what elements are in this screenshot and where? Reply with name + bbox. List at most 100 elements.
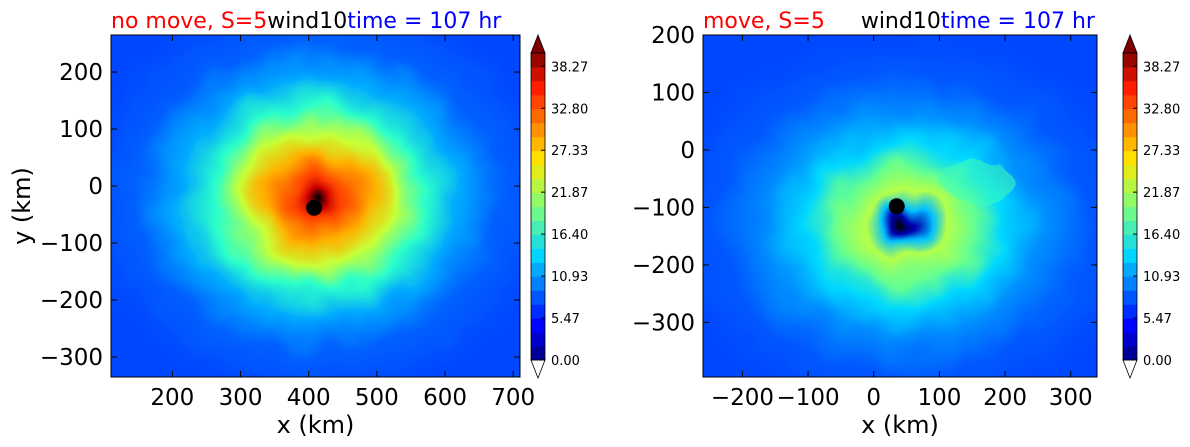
colorbar-segment [1123, 150, 1137, 166]
colorbar-segment [531, 290, 545, 305]
colorbar-segment [531, 220, 545, 235]
title-part: move, S=5 [703, 9, 825, 34]
y-tick-label: −100 [632, 195, 695, 221]
y-axis-label: y (km) [8, 167, 36, 245]
plot-frame [702, 34, 1098, 378]
colorbar-segment [1123, 66, 1137, 82]
colorbar-segment [531, 346, 545, 361]
colorbar-tick-label: 0.00 [1143, 354, 1172, 369]
x-tick-label: 500 [355, 385, 399, 411]
colorbar-segment [1123, 136, 1137, 152]
colorbar-segment [531, 332, 545, 347]
y-tick-label: −300 [40, 345, 103, 371]
wind-contours [111, 35, 520, 377]
colorbar-extend-max [530, 33, 546, 54]
title-part: wind10 [267, 9, 347, 34]
colorbar-segment [531, 80, 545, 96]
colorbar-segment [1123, 304, 1137, 319]
colorbar-tick-label: 10.93 [1143, 270, 1180, 285]
colorbar-segment [531, 150, 545, 166]
colorbar-tick-label: 16.40 [551, 228, 588, 243]
colorbar-segment [531, 234, 545, 249]
x-axis-label: x (km) [277, 411, 355, 439]
x-tick-label: 0 [866, 385, 881, 411]
colorbar-segment [531, 108, 545, 124]
chart-title: no move, S=5wind10time = 107 hr [111, 9, 502, 34]
colorbar-segment [1123, 234, 1137, 249]
colorbar-tick-label: 21.87 [1143, 186, 1180, 201]
colorbar-segment [531, 262, 545, 277]
y-tick-label: 200 [59, 60, 103, 86]
colorbar-extend-min [1122, 359, 1138, 380]
colorbar-frame [530, 52, 546, 361]
colorbar-segment [1123, 80, 1137, 96]
colorbar-segment [531, 178, 545, 194]
storm-center-marker [888, 198, 905, 215]
title-part: time = 107 hr [347, 9, 502, 34]
colorbar-segment [1123, 206, 1137, 221]
plot-frame [110, 34, 521, 378]
x-tick-label: 600 [423, 385, 467, 411]
colorbar-tick-label: 21.87 [551, 186, 588, 201]
colorbar-tick-label: 38.27 [1143, 60, 1180, 75]
colorbar-segment [1123, 178, 1137, 194]
colorbar-tick-label: 27.33 [1143, 144, 1180, 159]
y-tick-label: 100 [651, 80, 695, 106]
title-part: wind10 [861, 9, 941, 34]
wind-contour-patch [941, 159, 1022, 204]
colorbar: 38.27 32.80 27.33 21.87 16.40 10.93 5.47 0.00 [1122, 33, 1180, 380]
x-tick-label: 100 [917, 385, 961, 411]
x-tick-label: 300 [1049, 385, 1093, 411]
y-tick-label: 0 [88, 174, 103, 200]
x-axis-label: x (km) [861, 411, 939, 439]
colorbar-segment [531, 318, 545, 333]
colorbar-segment [1123, 164, 1137, 180]
colorbar-tick-label: 27.33 [551, 144, 588, 159]
colorbar-tick-label: 38.27 [551, 60, 588, 75]
colorbar-tick-label: 5.47 [551, 312, 580, 327]
colorbar-segment [531, 248, 545, 263]
x-tick-label: −200 [711, 385, 774, 411]
colorbar-segment [1123, 276, 1137, 291]
colorbar-extend-min [530, 359, 546, 380]
wind-field [111, 35, 520, 377]
x-tick-label: 200 [983, 385, 1027, 411]
x-tick-label: −100 [776, 385, 839, 411]
colorbar-segment [1123, 318, 1137, 333]
colorbar-segment [531, 122, 545, 138]
colorbar-tick-label: 32.80 [551, 102, 588, 117]
colorbar-segment [1123, 290, 1137, 305]
colorbar-segment [531, 164, 545, 180]
colorbar-segment [1123, 108, 1137, 124]
colorbar-segment [531, 276, 545, 291]
x-tick-label: 700 [491, 385, 535, 411]
colorbar-segment [531, 94, 545, 110]
y-tick-label: 200 [651, 23, 695, 49]
colorbar-segment [1123, 53, 1137, 68]
colorbar-segment [1123, 94, 1137, 110]
y-tick-label: −200 [632, 253, 695, 279]
colorbar-tick-label: 5.47 [1143, 312, 1172, 327]
y-tick-label: −200 [40, 288, 103, 314]
y-tick-label: 0 [680, 138, 695, 164]
title-part: no move, S=5 [111, 9, 267, 34]
colorbar-segment [531, 136, 545, 152]
colorbar-segment [1123, 192, 1137, 207]
y-tick-label: −100 [40, 231, 103, 257]
colorbar-segment [1123, 248, 1137, 263]
storm-center-marker [306, 199, 323, 216]
colorbar-tick-label: 32.80 [1143, 102, 1180, 117]
colorbar-segment [1123, 346, 1137, 361]
colorbar-segment [1123, 332, 1137, 347]
colorbar-segment [1123, 220, 1137, 235]
colorbar-segment [1123, 122, 1137, 138]
y-tick-label: −300 [632, 310, 695, 336]
colorbar-segment [531, 66, 545, 82]
colorbar-segment [531, 304, 545, 319]
y-tick-label: 100 [59, 117, 103, 143]
x-tick-label: 400 [287, 385, 331, 411]
colorbar-tick-label: 16.40 [1143, 228, 1180, 243]
colorbar-segment [531, 192, 545, 207]
